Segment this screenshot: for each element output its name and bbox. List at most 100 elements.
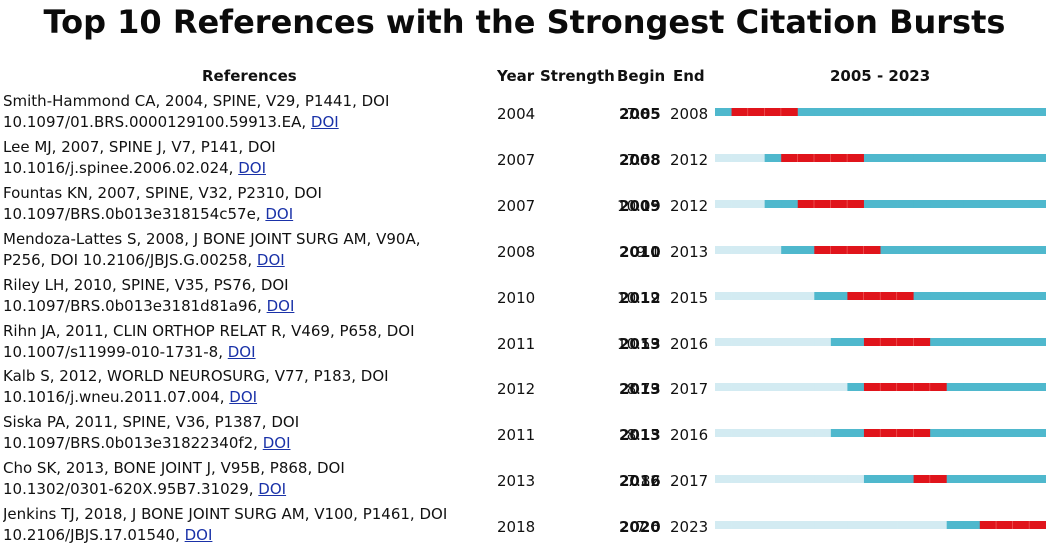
begin-value: 2008 bbox=[619, 150, 661, 169]
reference-line-1: Rihn JA, 2011, CLIN ORTHOP RELAT R, V469… bbox=[3, 321, 415, 340]
doi-link[interactable]: DOI bbox=[256, 250, 285, 269]
reference-line-2: 10.1097/BRS.0b013e318154c57e, DOI bbox=[3, 204, 488, 225]
reference-doi-text: 10.1097/01.BRS.0000129100.59913.EA, bbox=[3, 113, 311, 131]
active-segment bbox=[996, 291, 1014, 300]
burst-segment bbox=[814, 245, 832, 254]
burst-divider bbox=[879, 429, 881, 438]
reference-line-2: 10.1302/0301-620X.95B7.31029, DOI bbox=[3, 479, 488, 500]
inactive-segment bbox=[748, 383, 766, 392]
inactive-segment bbox=[748, 521, 766, 530]
reference-doi-text: 10.1302/0301-620X.95B7.31029, bbox=[3, 480, 259, 499]
chart-title: Top 10 References with the Strongest Cit… bbox=[43, 3, 1006, 41]
year-value: 2007 bbox=[497, 196, 536, 215]
reference-citation: Lee MJ, 2007, SPINE J, V7, P141, DOI 10.1… bbox=[3, 137, 488, 179]
burst-segment bbox=[897, 429, 914, 438]
burst-segment bbox=[814, 153, 832, 162]
inactive-segment bbox=[715, 429, 732, 438]
burst-segment bbox=[797, 153, 815, 162]
burst-timeline bbox=[715, 429, 1046, 438]
active-segment bbox=[979, 245, 997, 254]
year-value: 2012 bbox=[497, 380, 536, 399]
year-value: 2011 bbox=[497, 426, 536, 445]
active-segment bbox=[830, 337, 848, 346]
strength-value: 9.1 bbox=[636, 242, 660, 261]
inactive-segment bbox=[731, 245, 749, 254]
header-year: Year bbox=[497, 67, 535, 85]
active-segment bbox=[1012, 383, 1030, 392]
burst-segment bbox=[930, 475, 948, 484]
burst-divider bbox=[896, 383, 898, 392]
burst-segment bbox=[1029, 521, 1046, 530]
end-value: 2017 bbox=[670, 472, 709, 491]
inactive-segment bbox=[897, 521, 914, 530]
burst-segment bbox=[897, 383, 914, 392]
doi-link[interactable]: DOI bbox=[262, 434, 291, 453]
active-segment bbox=[963, 245, 981, 254]
active-segment bbox=[930, 291, 948, 300]
active-segment bbox=[797, 245, 815, 254]
doi-link[interactable]: DOI bbox=[238, 158, 266, 177]
doi-link[interactable]: DOI bbox=[310, 113, 339, 131]
reference-citation: Kalb S, 2012, WORLD NEUROSURG, V77, P183… bbox=[3, 366, 488, 408]
burst-segment bbox=[913, 383, 931, 392]
reference-citation: Smith-Hammond CA, 2004, SPINE, V29, P144… bbox=[3, 91, 488, 133]
begin-value: 2016 bbox=[619, 472, 661, 491]
inactive-segment bbox=[748, 153, 766, 162]
active-segment bbox=[897, 245, 914, 254]
active-segment bbox=[979, 199, 997, 208]
reference-doi-text: 10.1016/j.spinee.2006.02.024, bbox=[3, 158, 239, 177]
active-segment bbox=[979, 291, 997, 300]
inactive-segment bbox=[715, 475, 732, 484]
active-segment bbox=[963, 429, 981, 438]
burst-divider bbox=[1028, 521, 1030, 530]
doi-link[interactable]: DOI bbox=[229, 388, 258, 407]
inactive-segment bbox=[731, 383, 749, 392]
doi-link[interactable]: DOI bbox=[265, 204, 294, 223]
burst-segment bbox=[996, 521, 1014, 530]
active-segment bbox=[946, 199, 964, 208]
active-segment bbox=[963, 337, 981, 346]
inactive-segment bbox=[830, 383, 848, 392]
doi-link[interactable]: DOI bbox=[258, 480, 287, 499]
active-segment bbox=[963, 291, 981, 300]
burst-segment bbox=[863, 245, 881, 254]
doi-link[interactable]: DOI bbox=[184, 526, 213, 545]
active-segment bbox=[1012, 108, 1030, 116]
active-segment bbox=[1012, 429, 1030, 438]
table-row: Fountas KN, 2007, SPINE, V32, P2310, DOI… bbox=[0, 183, 1049, 229]
begin-value: 2013 bbox=[619, 334, 661, 353]
burst-segment bbox=[847, 291, 865, 300]
table-row: Lee MJ, 2007, SPINE J, V7, P141, DOI 10.1… bbox=[0, 137, 1049, 183]
year-value: 2011 bbox=[497, 334, 536, 353]
active-segment bbox=[880, 153, 898, 162]
end-value: 2012 bbox=[670, 150, 709, 169]
inactive-segment bbox=[748, 337, 766, 346]
burst-segment bbox=[1012, 521, 1030, 530]
burst-segment bbox=[913, 429, 931, 438]
year-value: 2013 bbox=[497, 472, 536, 491]
inactive-segment bbox=[748, 429, 766, 438]
inactive-segment bbox=[731, 199, 749, 208]
active-segment bbox=[946, 108, 964, 116]
active-segment bbox=[863, 108, 881, 116]
active-segment bbox=[1029, 245, 1046, 254]
active-segment bbox=[930, 337, 948, 346]
active-segment bbox=[913, 108, 931, 116]
strength-value: 7.6 bbox=[636, 518, 660, 537]
burst-divider bbox=[797, 153, 799, 162]
inactive-segment bbox=[930, 521, 948, 530]
burst-divider bbox=[929, 383, 931, 392]
active-segment bbox=[764, 153, 782, 162]
year-value: 2007 bbox=[497, 150, 536, 169]
inactive-segment bbox=[731, 429, 749, 438]
active-segment bbox=[897, 475, 914, 484]
inactive-segment bbox=[781, 337, 799, 346]
inactive-segment bbox=[715, 291, 732, 300]
inactive-segment bbox=[731, 521, 749, 530]
doi-link[interactable]: DOI bbox=[227, 342, 256, 361]
doi-link[interactable]: DOI bbox=[266, 296, 295, 315]
burst-divider bbox=[896, 429, 898, 438]
strength-value: 10.19 bbox=[617, 288, 660, 307]
active-segment bbox=[847, 383, 865, 392]
inactive-segment bbox=[797, 337, 815, 346]
